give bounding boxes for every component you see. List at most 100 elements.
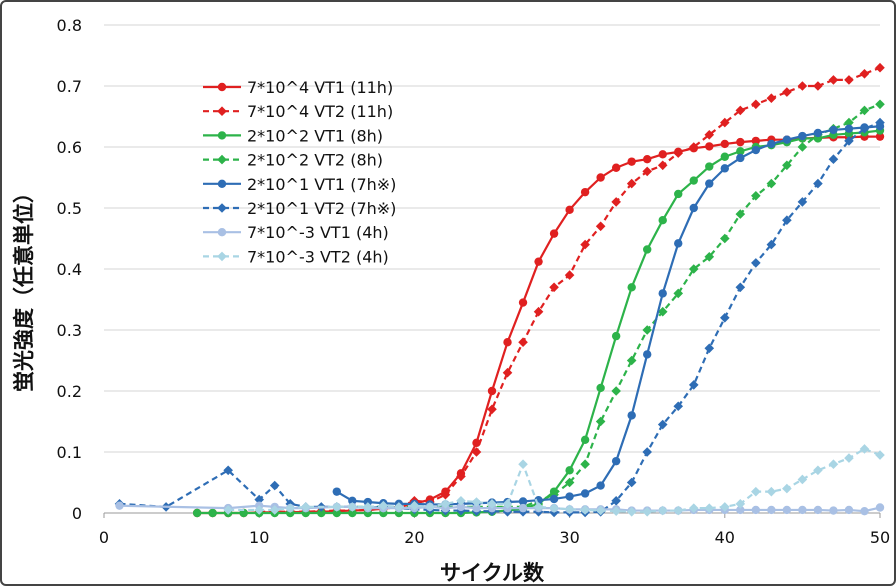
data-point (813, 128, 823, 138)
data-point (782, 505, 792, 515)
y-tick-label: 0.3 (57, 321, 82, 340)
data-point (348, 496, 357, 505)
data-point (875, 62, 885, 73)
legend-swatch-marker (217, 179, 227, 188)
data-point (549, 494, 559, 504)
x-tick-label: 50 (870, 528, 890, 547)
data-point (720, 164, 729, 173)
data-point (860, 506, 869, 516)
data-point (518, 459, 528, 469)
data-point (829, 125, 838, 135)
legend-label: 2*10^1 VT2 (7h※) (247, 199, 396, 218)
data-point (409, 500, 420, 511)
data-point (627, 157, 636, 166)
data-point (332, 487, 341, 496)
data-point (332, 502, 342, 512)
data-point (471, 447, 482, 457)
data-point (642, 166, 652, 177)
data-point (487, 404, 497, 415)
data-point (828, 459, 839, 469)
data-point (875, 117, 885, 128)
series-line (119, 121, 881, 514)
data-point (596, 173, 605, 182)
y-tick-label: 0.2 (57, 382, 82, 401)
data-point (705, 179, 714, 188)
data-point (720, 313, 730, 323)
series-line (336, 125, 881, 506)
data-point (844, 505, 854, 515)
data-point (627, 283, 636, 292)
legend-item: 2*10^2 VT2 (8h) (203, 151, 383, 170)
data-point (844, 124, 854, 133)
legend-label: 2*10^1 VT1 (7h※) (247, 175, 396, 194)
data-point (565, 466, 574, 475)
data-point (487, 386, 497, 396)
data-point (875, 132, 885, 141)
data-point (348, 508, 357, 518)
data-point (720, 139, 729, 149)
data-point (595, 221, 606, 232)
data-point (751, 505, 761, 515)
data-point (626, 178, 637, 189)
data-point (674, 189, 683, 199)
data-point (533, 502, 544, 512)
data-point (797, 474, 808, 485)
data-point (580, 187, 590, 197)
data-point (332, 508, 341, 518)
legend-item: 2*10^2 VT1 (8h) (203, 126, 383, 145)
legend-item: 7*10^4 VT2 (11h) (203, 102, 393, 121)
data-point (564, 504, 575, 515)
data-point (766, 178, 777, 189)
data-point (642, 447, 652, 457)
data-point (223, 465, 233, 476)
data-point (518, 298, 528, 307)
legend-item: 2*10^1 VT1 (7h※) (203, 175, 396, 194)
y-tick-label: 0.7 (57, 77, 82, 96)
y-tick-label: 0.8 (57, 16, 82, 35)
data-point (533, 306, 544, 317)
data-point (751, 136, 761, 146)
data-point (658, 289, 667, 298)
x-tick-label: 30 (559, 528, 579, 547)
data-point (642, 325, 652, 335)
legend-item: 7*10^-3 VT1 (4h) (203, 223, 389, 242)
data-point (611, 506, 621, 516)
legend-label: 7*10^4 VT2 (11h) (247, 102, 393, 121)
x-tick-label: 0 (99, 528, 109, 547)
data-point (596, 383, 605, 393)
data-point (643, 245, 652, 254)
legend-label: 7*10^4 VT1 (11h) (247, 78, 393, 97)
data-point (643, 350, 652, 359)
data-point (658, 216, 667, 225)
data-point (580, 505, 590, 515)
data-point (518, 337, 528, 347)
data-point (844, 117, 854, 128)
data-point (564, 477, 575, 488)
data-point (688, 380, 699, 390)
data-point (859, 123, 870, 134)
data-point (859, 444, 870, 454)
data-point (502, 499, 513, 509)
y-tick-label: 0.1 (57, 443, 82, 462)
data-point (643, 155, 652, 164)
data-point (767, 139, 776, 149)
y-tick-label: 0.6 (57, 138, 82, 157)
data-point (735, 105, 746, 116)
data-point (751, 258, 761, 268)
data-point (657, 306, 668, 317)
data-point (595, 505, 606, 516)
data-point (673, 288, 684, 299)
data-point (766, 486, 777, 497)
data-point (611, 386, 621, 396)
data-point (549, 503, 559, 513)
data-point (642, 506, 652, 517)
data-point (782, 87, 792, 97)
data-point (688, 142, 699, 152)
data-point (611, 197, 621, 207)
data-point (503, 338, 512, 347)
data-point (611, 496, 621, 506)
data-point (192, 508, 202, 518)
series-layer (114, 62, 885, 518)
data-point (657, 505, 668, 516)
legend-swatch-marker (217, 251, 227, 262)
